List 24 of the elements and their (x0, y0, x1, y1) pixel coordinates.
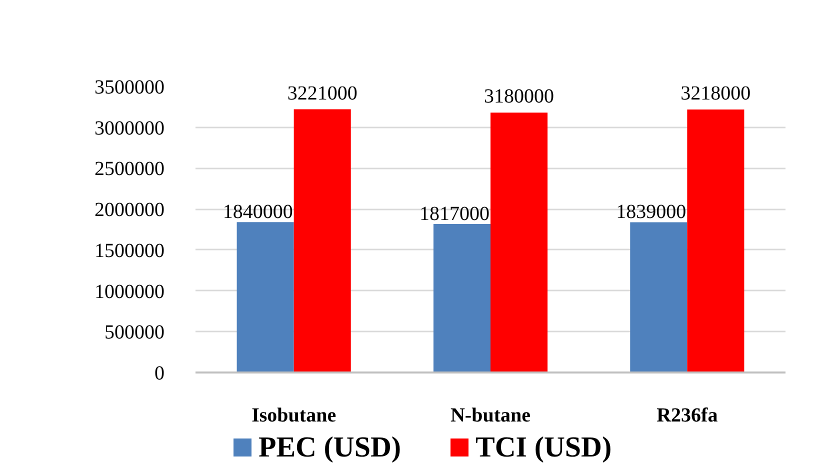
data-label: 1839000 (616, 201, 686, 224)
y-tick-label: 3000000 (94, 117, 164, 140)
data-label: 3218000 (680, 82, 751, 105)
bar (490, 112, 548, 372)
x-tick-label: R236fa (656, 404, 718, 426)
data-label: 1817000 (420, 203, 490, 226)
bar (687, 110, 744, 372)
y-tick-label: 2500000 (94, 158, 164, 180)
y-tick-label: 3500000 (94, 76, 164, 98)
bar (294, 109, 351, 372)
bar (433, 224, 490, 372)
data-label: 3180000 (484, 86, 554, 108)
legend-label: TCI (USD) (476, 432, 612, 464)
x-tick-label: Isobutane (252, 404, 336, 426)
x-tick-label: N-butane (450, 404, 531, 426)
data-label: 1840000 (222, 201, 293, 224)
y-tick-label: 2000000 (94, 199, 164, 222)
bar (630, 222, 688, 372)
y-tick-label: 500000 (104, 322, 164, 344)
y-tick-label: 1000000 (94, 280, 164, 303)
legend-label: PEC (USD) (258, 432, 402, 464)
y-tick-label: 1500000 (94, 240, 164, 262)
y-tick-label: 0 (154, 362, 164, 384)
bar (236, 222, 294, 372)
